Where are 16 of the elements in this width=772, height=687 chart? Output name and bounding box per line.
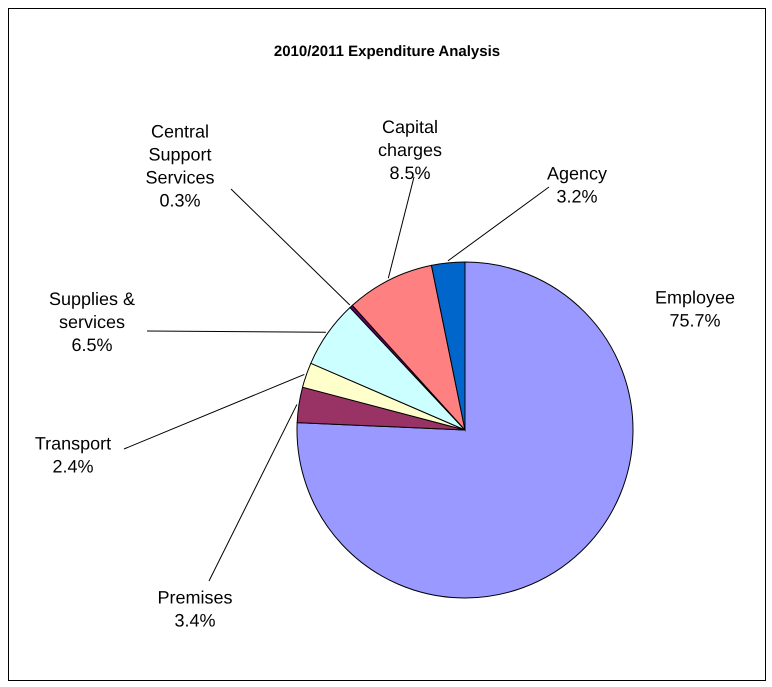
- slice-label: Capital charges: [378, 117, 442, 160]
- slice-label: Supplies & services: [48, 289, 136, 332]
- data-label: 6.5%: [71, 335, 113, 355]
- data-label: 2.4%: [52, 456, 94, 476]
- data-label: 75.7%: [669, 310, 721, 330]
- slice-label: Employee: [654, 288, 736, 308]
- data-label: 3.2%: [556, 186, 598, 206]
- slice-label: Agency: [546, 164, 608, 184]
- pie-slice: [296, 262, 634, 598]
- data-label: 3.4%: [174, 610, 216, 630]
- data-label: 0.3%: [159, 190, 201, 210]
- slice-label: Premises: [157, 588, 233, 608]
- slice-label: Central Support Services: [145, 122, 215, 188]
- slice-label: Transport: [34, 434, 112, 454]
- chart-title: 2010/2011 Expenditure Analysis: [272, 43, 502, 60]
- data-label: 8.5%: [389, 163, 431, 183]
